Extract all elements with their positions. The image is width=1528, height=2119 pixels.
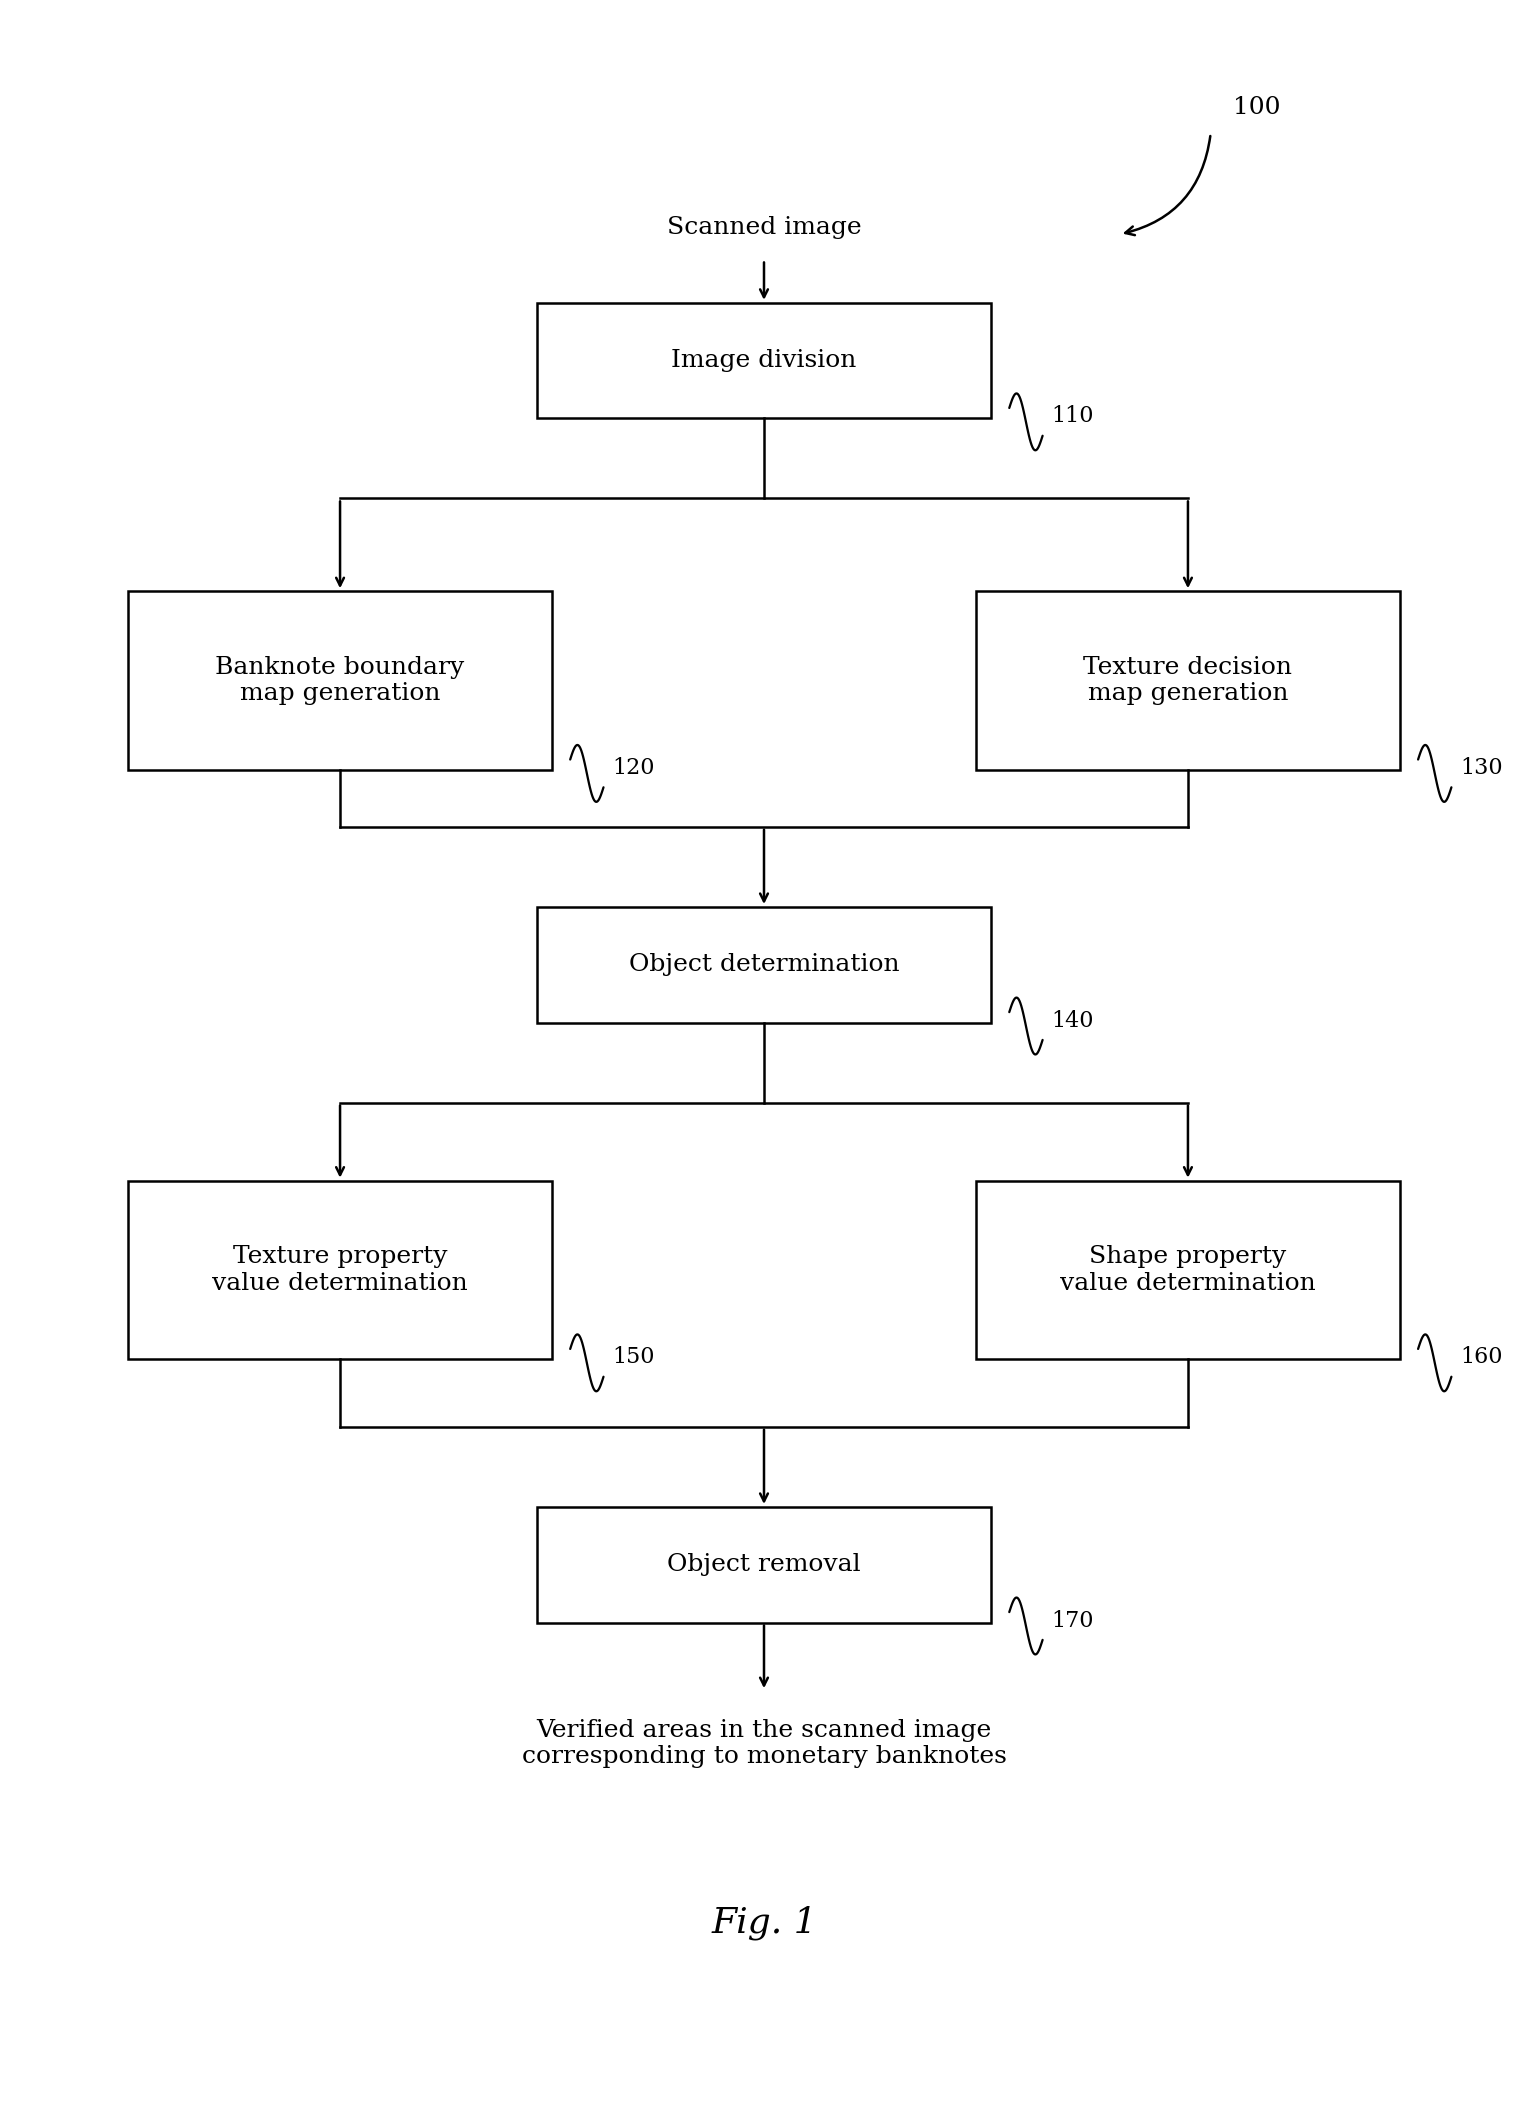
Bar xyxy=(128,591,552,769)
Text: Texture property
value determination: Texture property value determination xyxy=(212,1246,468,1295)
Text: Shape property
value determination: Shape property value determination xyxy=(1060,1246,1316,1295)
Text: 160: 160 xyxy=(1461,1346,1504,1369)
Bar xyxy=(128,1180,552,1360)
Text: Object determination: Object determination xyxy=(628,954,900,977)
Text: Object removal: Object removal xyxy=(668,1553,860,1577)
Bar xyxy=(536,1507,992,1623)
Text: 120: 120 xyxy=(613,756,656,780)
Text: 170: 170 xyxy=(1051,1610,1094,1632)
Bar xyxy=(536,907,992,1023)
Text: 100: 100 xyxy=(1233,97,1280,119)
Text: Verified areas in the scanned image
corresponding to monetary banknotes: Verified areas in the scanned image corr… xyxy=(521,1719,1007,1769)
Text: 140: 140 xyxy=(1051,1009,1094,1032)
Text: 130: 130 xyxy=(1461,756,1504,780)
Bar xyxy=(976,1180,1400,1360)
Text: 110: 110 xyxy=(1051,405,1094,428)
Text: Banknote boundary
map generation: Banknote boundary map generation xyxy=(215,655,465,706)
Text: Image division: Image division xyxy=(671,350,857,373)
Text: Fig. 1: Fig. 1 xyxy=(711,1905,817,1939)
Text: Texture decision
map generation: Texture decision map generation xyxy=(1083,655,1293,706)
Text: 150: 150 xyxy=(613,1346,656,1369)
Text: Scanned image: Scanned image xyxy=(666,216,862,239)
Bar xyxy=(536,303,992,417)
Bar xyxy=(976,591,1400,769)
